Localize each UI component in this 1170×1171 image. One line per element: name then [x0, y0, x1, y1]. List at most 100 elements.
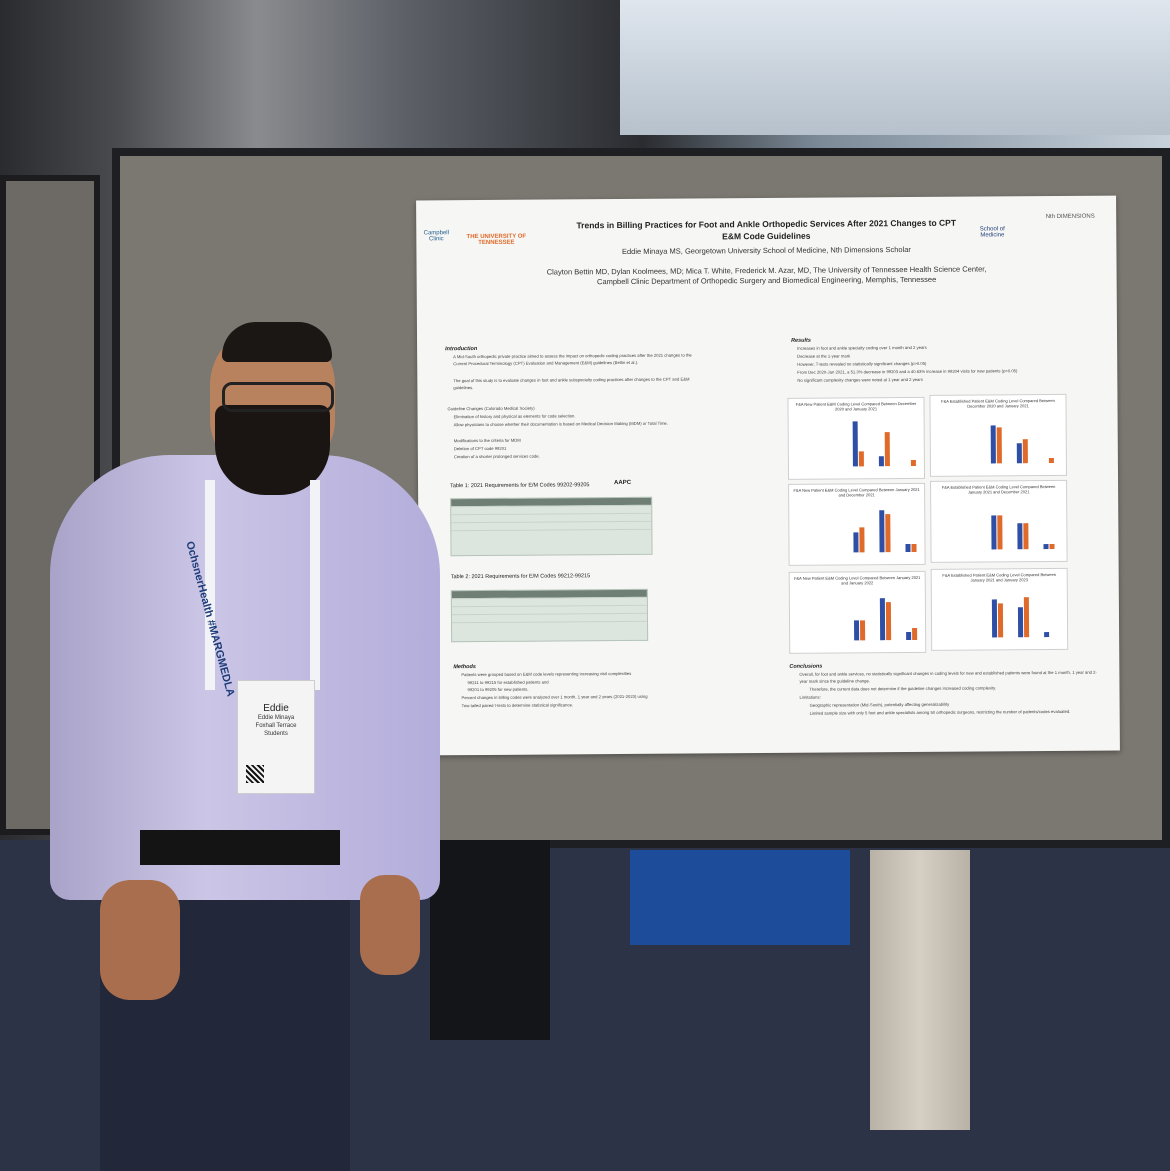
intro-bullet-2: The goal of this study is to evaluate ch…	[453, 376, 690, 390]
chart-bar	[1049, 544, 1055, 550]
chart-bar	[990, 425, 996, 464]
guideline-bullet-3: Modifications to the criteria for MDM	[453, 437, 521, 444]
chart-bar	[1017, 523, 1023, 550]
person-legs-striped-pants	[870, 850, 970, 1130]
methods-bullet-1: Patients were grouped based on E&M code …	[461, 670, 632, 678]
right-hand	[360, 875, 420, 975]
chart-bar	[852, 421, 858, 467]
chart-bar	[906, 632, 912, 641]
belt	[140, 830, 340, 865]
conclusions-bullet-5: Limited sample size with only 5 foot and…	[809, 708, 1071, 716]
results-bullet-2: Decrease at the 1-year mark	[797, 353, 851, 359]
chart-bar	[879, 510, 885, 553]
hair	[222, 322, 332, 362]
badge-full-name: Eddie Minaya	[257, 715, 295, 721]
results-heading: Results	[791, 337, 811, 344]
chart-bar	[1017, 607, 1024, 638]
table1-caption: Table 1: 2021 Requirements for E/M Codes…	[450, 482, 590, 490]
table2-caption: Table 2: 2021 Requirements for E/M Codes…	[450, 573, 591, 581]
results-bullet-1: Increases in foot and ankle specialty co…	[797, 344, 927, 351]
chart-bar	[910, 459, 916, 467]
guideline-heading: Guideline Changes (Colorado Medical Soci…	[447, 405, 535, 412]
lavender-shirt	[50, 455, 440, 900]
person-legs-background	[430, 840, 550, 1040]
methods-bullet-3: 99201 to 99205 for new patients.	[467, 686, 529, 693]
introduction-heading: Introduction	[445, 346, 478, 353]
chart-bar	[878, 456, 884, 467]
chart-est-jan2021-dec2021: F&A Established Patient E&M Coding Level…	[930, 479, 1068, 563]
chart-title: F&A New Patient E&M Coding Level Compare…	[794, 574, 921, 586]
methods-bullet-5: Two-tailed paired t-tests to determine s…	[461, 702, 574, 709]
aapc-logo: AAPC	[614, 479, 632, 487]
chart-bar	[991, 515, 997, 550]
guideline-bullet-2: Allow physicians to choose whether their…	[453, 420, 668, 428]
lanyard	[205, 480, 320, 690]
poster-author: Eddie Minaya MS, Georgetown University S…	[621, 244, 911, 257]
chart-new-jan2021-jan2022: F&A New Patient E&M Coding Level Compare…	[788, 570, 927, 654]
conclusions-bullet-3: Limitations:	[799, 694, 821, 700]
badge-session: Foxhall Terrace	[255, 723, 297, 729]
chart-bar	[996, 427, 1002, 464]
chart-bar	[912, 627, 918, 640]
chart-bar	[853, 532, 859, 553]
chart-bar	[860, 620, 866, 641]
results-bullet-4: From Dec 2020-Jan 2021, a 51.3% decrease…	[797, 368, 1018, 375]
nth-dimensions-logo: Nth DIMENSIONS	[1045, 213, 1095, 221]
chart-bar	[885, 602, 892, 641]
left-hand	[100, 880, 180, 1000]
chart-bar	[911, 543, 917, 552]
chart-title: F&A New Patient E&M Coding Level Compare…	[795, 400, 917, 412]
name-badge: Eddie Eddie Minaya Foxhall Terrace Stude…	[237, 680, 315, 794]
chart-bar	[1044, 632, 1050, 638]
georgetown-logo: School of Medicine	[979, 226, 1005, 239]
chart-bar	[858, 451, 864, 467]
intro-bullet-1: A Mid-South orthopedic private practice …	[453, 352, 692, 366]
chart-bar	[1022, 439, 1028, 464]
badge-first-name: Eddie	[263, 703, 289, 714]
guideline-bullet-5: Creation of a shorter prolonged services…	[453, 453, 540, 460]
chart-bar	[879, 598, 886, 641]
chart-bar	[884, 432, 890, 467]
chart-bar	[997, 603, 1004, 638]
chart-bar	[1016, 443, 1022, 464]
methods-bullet-4: Percent changes in billing codes were an…	[461, 693, 648, 701]
badge-role: Students	[264, 731, 288, 737]
chart-title: F&A Established Patient E&M Coding Level…	[941, 483, 1056, 495]
table-1	[450, 496, 653, 557]
chart-bar	[859, 527, 865, 553]
campbell-clinic-logo: Campbell Clinic	[423, 230, 449, 243]
methods-heading: Methods	[453, 664, 476, 671]
chart-bar	[885, 514, 891, 553]
chart-bar	[854, 620, 860, 641]
chart-bar	[905, 544, 911, 553]
ut-logo: THE UNIVERSITY OF TENNESSEE	[466, 233, 527, 247]
chart-title: F&A Established Patient E&M Coding Level…	[942, 571, 1057, 583]
table-2	[450, 588, 649, 643]
chart-est-jan2021-jan2023: F&A Established Patient E&M Coding Level…	[930, 567, 1069, 651]
glasses	[222, 382, 334, 412]
guideline-bullet-1: Elimination of history and physical as e…	[453, 413, 576, 420]
research-poster: Campbell Clinic THE UNIVERSITY OF TENNES…	[416, 195, 1120, 756]
chart-new-dec2020-jan2021: F&A New Patient E&M Coding Level Compare…	[787, 396, 926, 480]
guideline-bullet-4: Deletion of CPT code 99201	[453, 445, 507, 452]
chart-bar	[997, 515, 1003, 550]
poster-title: Trends in Billing Practices for Foot and…	[576, 217, 957, 242]
chart-bar	[991, 599, 998, 638]
chart-bar	[1048, 458, 1054, 464]
window	[620, 0, 1170, 135]
conclusions-bullet-2: Therefore, the current data does not det…	[809, 685, 997, 692]
poster-coauthors: Clayton Bettin MD, Dylan Koolmees, MD; M…	[546, 264, 987, 287]
chart-bar	[1043, 544, 1049, 550]
chart-title: F&A New Patient E&M Coding Level Compare…	[793, 486, 920, 498]
chart-title: F&A Established Patient E&M Coding Level…	[941, 397, 1055, 409]
conclusions-heading: Conclusions	[789, 663, 823, 670]
chart-est-dec2020-jan2021: F&A Established Patient E&M Coding Level…	[929, 393, 1068, 477]
qr-code-icon	[246, 765, 264, 783]
chart-bar	[1023, 523, 1029, 550]
results-bullet-5: No significant complexity changes were n…	[797, 376, 923, 383]
conclusions-bullet-1: Overall, for foot and ankle services, no…	[799, 669, 1097, 684]
chart-new-jan2021-dec2021: F&A New Patient E&M Coding Level Compare…	[788, 482, 926, 566]
blue-table-cloth	[630, 850, 850, 945]
results-bullet-3: However, T-tests revealed no statistical…	[797, 360, 927, 367]
chart-bar	[1023, 597, 1030, 638]
